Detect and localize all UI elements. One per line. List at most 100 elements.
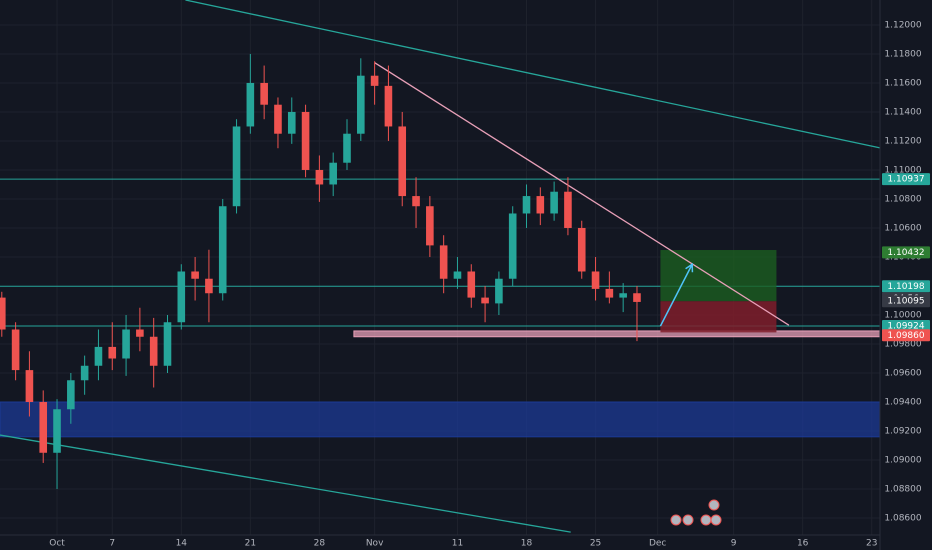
candle-body — [163, 322, 172, 366]
price-tag — [882, 173, 930, 186]
y-tick-label: 1.09200 — [884, 427, 921, 437]
candle-body — [218, 206, 227, 294]
candle-body — [39, 402, 48, 453]
trend-line — [374, 62, 790, 326]
x-tick-label: 16 — [797, 539, 809, 549]
loss-zone — [660, 301, 777, 333]
zone — [353, 330, 881, 338]
candle-body — [536, 196, 545, 214]
x-tick-label: 14 — [176, 539, 188, 549]
x-tick-label: 11 — [452, 539, 463, 549]
candle-body — [550, 191, 558, 214]
candle-body — [619, 293, 627, 298]
price-tag — [882, 295, 930, 308]
candle-body — [149, 336, 158, 366]
price-tag-label: 1.10432 — [887, 248, 924, 258]
price-tag — [882, 320, 930, 333]
candle-body — [522, 196, 531, 214]
candle-body — [287, 111, 296, 134]
candle-body — [301, 111, 310, 170]
x-tick-label: 21 — [245, 539, 256, 549]
candle-body — [108, 346, 117, 359]
arrow — [659, 263, 693, 327]
x-tick-label: 9 — [731, 539, 737, 549]
candle-body — [467, 271, 476, 298]
price-tag-label: 1.10198 — [887, 282, 924, 292]
x-tick-label: 7 — [109, 539, 115, 549]
candle-body — [398, 126, 407, 197]
candle-body — [384, 85, 393, 127]
x-tick-label: 28 — [314, 539, 326, 549]
candle-body — [205, 278, 213, 294]
candle-body — [508, 213, 517, 279]
candle-body — [605, 288, 614, 298]
arrow-head — [685, 262, 694, 273]
price-tag-label: 1.09860 — [887, 331, 924, 341]
candle-body — [260, 82, 268, 105]
candle-body — [495, 278, 503, 304]
trend-line — [0, 434, 571, 533]
candle-body — [122, 329, 130, 359]
profit-zone — [660, 250, 777, 302]
candle-body — [0, 297, 6, 330]
event-icon — [682, 514, 694, 526]
y-tick-label: 1.08800 — [884, 485, 921, 495]
y-tick-label: 1.11200 — [884, 136, 921, 146]
x-tick-label: 25 — [590, 539, 601, 549]
price-axis — [880, 0, 932, 550]
candle-body — [370, 75, 379, 86]
y-tick-label: 1.11000 — [884, 165, 921, 175]
x-tick-label: Nov — [366, 539, 384, 549]
event-icon — [708, 499, 720, 511]
candle-body — [633, 293, 641, 302]
candle-body — [25, 370, 34, 403]
x-tick-label: Oct — [49, 539, 65, 549]
candle-body — [577, 227, 586, 272]
y-tick-label: 1.11600 — [884, 78, 921, 88]
y-tick-label: 1.10000 — [884, 310, 921, 320]
trend-line — [185, 0, 881, 149]
price-tag — [882, 329, 930, 342]
x-tick-label: 23 — [866, 539, 877, 549]
candle-body — [564, 191, 572, 228]
candle-body — [591, 271, 600, 289]
y-tick-label: 1.10800 — [884, 194, 921, 204]
y-tick-label: 1.10600 — [884, 223, 921, 233]
candle-body — [439, 245, 448, 279]
candle-body — [453, 271, 462, 279]
candle-body — [136, 329, 144, 337]
price-tag — [882, 280, 930, 293]
candle-body — [274, 104, 282, 134]
candle-body — [94, 346, 103, 366]
zone — [0, 401, 881, 438]
candle-body — [343, 133, 351, 163]
candle-body — [80, 365, 89, 381]
price-tag — [882, 246, 930, 259]
y-tick-label: 1.09600 — [884, 369, 921, 379]
price-tag-label: 1.10095 — [887, 297, 924, 307]
candle-body — [191, 271, 199, 279]
candle-body — [357, 75, 365, 134]
candle-body — [426, 206, 434, 246]
y-tick-label: 1.12000 — [884, 20, 921, 30]
candle-body — [232, 126, 241, 207]
x-tick-label: Dec — [649, 539, 666, 549]
event-icon — [710, 514, 722, 526]
y-tick-label: 1.08600 — [884, 514, 921, 524]
y-tick-label: 1.09800 — [884, 340, 921, 350]
candle-body — [67, 380, 75, 410]
y-tick-label: 1.09000 — [884, 456, 921, 466]
candle-body — [329, 162, 337, 185]
candle-body — [412, 196, 420, 207]
y-tick-label: 1.11800 — [884, 49, 921, 59]
event-icon — [670, 514, 682, 526]
x-tick-label: 18 — [521, 539, 533, 549]
price-tag-label: 1.10937 — [887, 175, 924, 185]
candle-body — [53, 409, 61, 453]
event-icon — [700, 514, 712, 526]
candle-body — [11, 329, 20, 371]
candle-body — [315, 169, 324, 185]
candle-body — [246, 82, 255, 127]
